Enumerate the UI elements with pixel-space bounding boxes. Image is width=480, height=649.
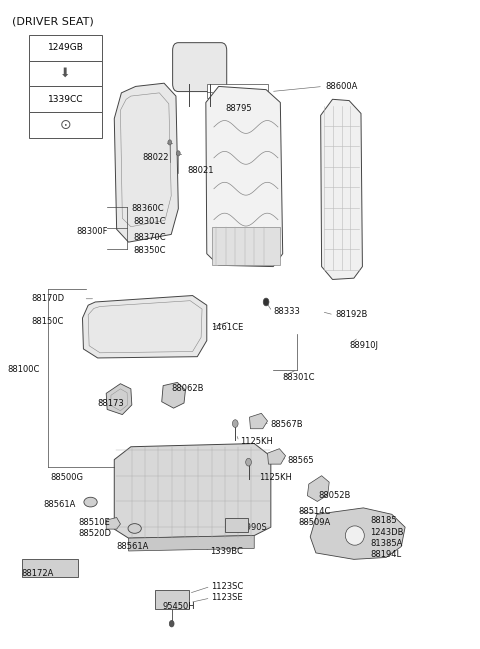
FancyBboxPatch shape	[173, 43, 227, 92]
Text: 88301C: 88301C	[283, 373, 315, 382]
Ellipse shape	[128, 524, 141, 533]
Text: 88360C: 88360C	[131, 204, 164, 213]
Ellipse shape	[84, 497, 97, 507]
Polygon shape	[114, 83, 179, 242]
Text: 88514C: 88514C	[298, 507, 330, 515]
Text: (DRIVER SEAT): (DRIVER SEAT)	[12, 17, 94, 27]
Text: 88600A: 88600A	[325, 82, 358, 91]
Text: 1125KH: 1125KH	[240, 437, 273, 446]
Text: 88022: 88022	[143, 153, 169, 162]
Text: 88185: 88185	[371, 516, 397, 525]
Text: 1249GB: 1249GB	[48, 43, 84, 53]
Text: 1339BC: 1339BC	[210, 547, 243, 556]
Polygon shape	[207, 84, 268, 98]
Text: 88990S: 88990S	[235, 522, 267, 532]
Bar	[22, 559, 78, 577]
Bar	[29, 61, 102, 86]
Polygon shape	[114, 443, 271, 538]
Text: 88300F: 88300F	[76, 227, 108, 236]
Text: 88350C: 88350C	[133, 246, 166, 255]
Bar	[225, 517, 248, 532]
Circle shape	[168, 140, 172, 145]
Text: 88333: 88333	[273, 307, 300, 316]
Text: 1461CE: 1461CE	[212, 323, 244, 332]
Bar	[212, 227, 280, 265]
Text: 88567B: 88567B	[271, 420, 303, 429]
Polygon shape	[162, 382, 185, 408]
Text: 88021: 88021	[188, 165, 214, 175]
Polygon shape	[129, 535, 254, 551]
Circle shape	[263, 298, 269, 306]
Bar	[29, 86, 102, 112]
Text: 88370C: 88370C	[133, 233, 166, 242]
Bar	[155, 589, 189, 609]
Polygon shape	[310, 508, 405, 559]
Bar	[29, 35, 102, 61]
Polygon shape	[307, 476, 329, 502]
Text: 1123SE: 1123SE	[212, 593, 243, 602]
Text: 88170D: 88170D	[31, 294, 64, 303]
Bar	[29, 112, 102, 138]
Text: 88062B: 88062B	[171, 384, 204, 393]
Text: 88173: 88173	[97, 398, 124, 408]
Text: 88172A: 88172A	[22, 569, 54, 578]
Text: 1339CC: 1339CC	[48, 95, 84, 104]
Circle shape	[246, 458, 252, 466]
Text: 88510E: 88510E	[79, 518, 110, 527]
Text: 88910J: 88910J	[349, 341, 378, 350]
Text: 88561A: 88561A	[117, 542, 149, 551]
Polygon shape	[267, 448, 286, 464]
Text: 88509A: 88509A	[298, 517, 330, 526]
Text: 1243DB: 1243DB	[371, 528, 404, 537]
Circle shape	[232, 420, 238, 428]
Polygon shape	[250, 413, 267, 429]
Text: 88301C: 88301C	[133, 217, 166, 226]
Text: 88795: 88795	[226, 104, 252, 114]
Polygon shape	[321, 99, 362, 280]
Polygon shape	[83, 295, 207, 358]
Text: 1125KH: 1125KH	[259, 473, 292, 482]
Text: ⬇: ⬇	[60, 67, 71, 80]
Text: 88520D: 88520D	[79, 529, 112, 538]
Circle shape	[169, 620, 174, 627]
Circle shape	[177, 151, 180, 156]
Text: 1123SC: 1123SC	[212, 582, 244, 591]
Text: 88150C: 88150C	[31, 317, 64, 326]
Text: 88052B: 88052B	[318, 491, 351, 500]
Text: 88192B: 88192B	[335, 310, 367, 319]
Text: 88565: 88565	[288, 456, 314, 465]
Polygon shape	[206, 86, 283, 267]
Text: 88100C: 88100C	[8, 365, 40, 374]
Polygon shape	[106, 517, 120, 529]
Polygon shape	[106, 384, 132, 415]
Text: 88194L: 88194L	[371, 550, 402, 559]
Text: 88561A: 88561A	[43, 500, 75, 509]
Text: ⊙: ⊙	[60, 118, 72, 132]
Text: 95450H: 95450H	[162, 602, 195, 611]
Text: 81385A: 81385A	[371, 539, 403, 548]
Ellipse shape	[345, 526, 364, 545]
Text: 88500G: 88500G	[50, 473, 83, 482]
